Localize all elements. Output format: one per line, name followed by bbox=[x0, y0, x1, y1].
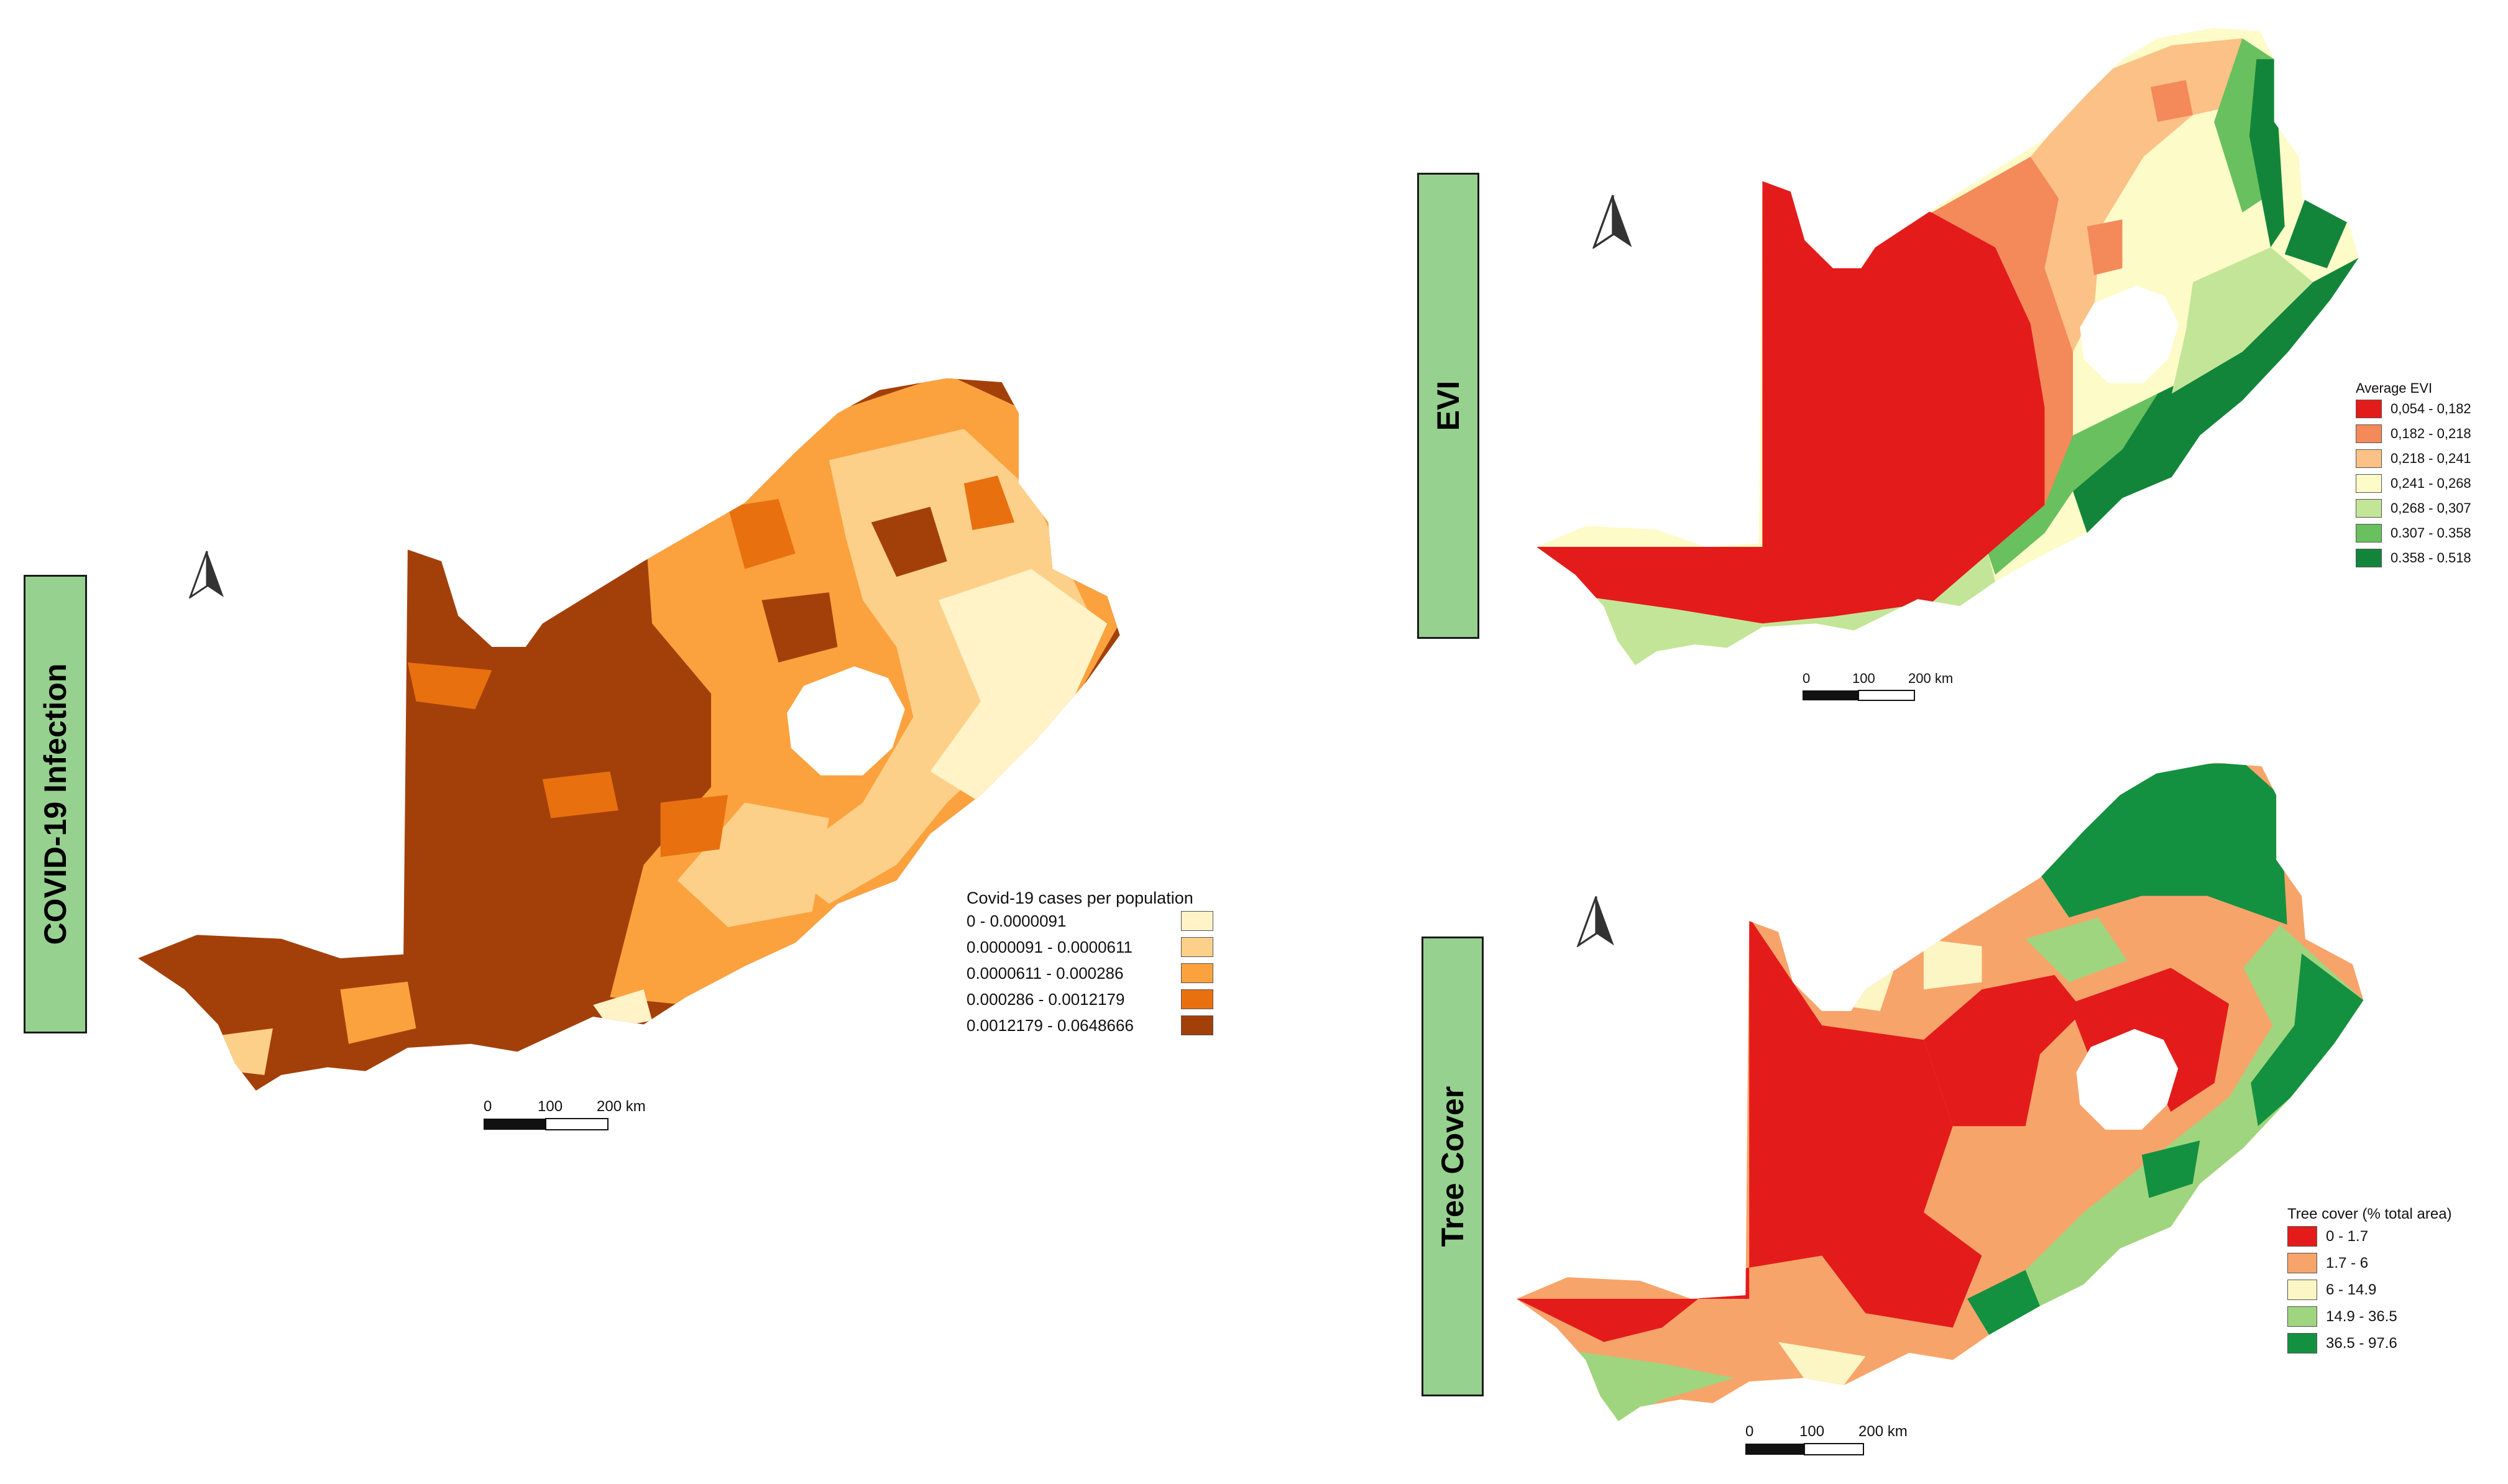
tree-map bbox=[1517, 763, 2364, 1421]
north-arrow-icon bbox=[1576, 896, 1614, 947]
tree-title: Tree Cover bbox=[1435, 1086, 1470, 1247]
tree-legend: Tree cover (% total area) 0 - 1.7 1.7 - 6… bbox=[2287, 1206, 2505, 1357]
north-arrow-icon bbox=[1592, 195, 1632, 249]
covid-scale-bar: 0 100 200 km bbox=[484, 1098, 646, 1130]
covid-panel: COVID-19 Infection Covid-19 case bbox=[0, 0, 1243, 1484]
covid-scale-t2: 200 km bbox=[597, 1098, 646, 1115]
evi-scale-t0: 0 bbox=[1803, 671, 1810, 686]
covid-legend-title: Covid-19 cases per population bbox=[967, 889, 1193, 907]
covid-legend-item: 0.0000091 - 0.0000611 bbox=[967, 934, 1240, 960]
covid-legend-swatch bbox=[1181, 937, 1213, 957]
tree-legend-swatch bbox=[2287, 1226, 2317, 1247]
evi-legend-label: 0,268 - 0,307 bbox=[2391, 500, 2471, 516]
evi-legend-swatch bbox=[2356, 549, 2382, 567]
evi-legend-item: 0.358 - 0.518 bbox=[2356, 546, 2505, 570]
evi-legend-swatch bbox=[2356, 400, 2382, 418]
evi-legend-swatch bbox=[2356, 449, 2382, 468]
evi-legend-swatch bbox=[2356, 424, 2382, 443]
evi-panel: EVI Average EVI 0,054 - 0,182 0,182 - 0,2… bbox=[1243, 0, 2508, 740]
evi-legend-item: 0,182 - 0,218 bbox=[2356, 421, 2505, 446]
tree-legend-item: 14.9 - 36.5 bbox=[2287, 1303, 2505, 1330]
evi-scale-t1: 100 bbox=[1852, 671, 1875, 686]
tree-legend-title: Tree cover (% total area) bbox=[2287, 1206, 2452, 1222]
tree-panel: Tree Cover Tree cover (% total area) 0 - bbox=[1243, 740, 2508, 1484]
tree-scale-t2: 200 km bbox=[1858, 1423, 1908, 1440]
tree-legend-item: 36.5 - 97.6 bbox=[2287, 1330, 2505, 1357]
evi-legend-label: 0.307 - 0.358 bbox=[2391, 525, 2471, 541]
north-arrow-icon bbox=[188, 551, 224, 598]
covid-legend-items: 0 - 0.0000091 0.0000091 - 0.0000611 0.0000… bbox=[967, 908, 1240, 1038]
covid-legend-swatch bbox=[1181, 963, 1213, 983]
covid-scale-t1: 100 bbox=[538, 1098, 563, 1115]
covid-legend-label: 0 - 0.0000091 bbox=[967, 911, 1067, 930]
tree-legend-item: 6 - 14.9 bbox=[2287, 1276, 2505, 1303]
tree-scale-t1: 100 bbox=[1799, 1423, 1824, 1440]
tree-legend-item: 0 - 1.7 bbox=[2287, 1223, 2505, 1250]
evi-legend-label: 0,054 - 0,182 bbox=[2391, 401, 2471, 416]
evi-scale-t2: 200 km bbox=[1908, 671, 1953, 686]
tree-legend-label: 14.9 - 36.5 bbox=[2326, 1308, 2397, 1325]
evi-map bbox=[1536, 27, 2359, 666]
evi-title: EVI bbox=[1431, 380, 1466, 431]
tree-legend-item: 1.7 - 6 bbox=[2287, 1250, 2505, 1276]
tree-scale-t0: 0 bbox=[1745, 1423, 1753, 1440]
evi-legend-item: 0,241 - 0,268 bbox=[2356, 471, 2505, 496]
evi-title-box: EVI bbox=[1417, 173, 1479, 639]
evi-legend-title: Average EVI bbox=[2356, 380, 2433, 396]
evi-legend-label: 0,218 - 0,241 bbox=[2391, 451, 2471, 466]
evi-scale-bar: 0 100 200 km bbox=[1803, 671, 1953, 701]
evi-legend-item: 0,054 - 0,182 bbox=[2356, 396, 2505, 421]
covid-legend-label: 0.000286 - 0.0012179 bbox=[967, 989, 1125, 1009]
covid-legend-label: 0.0000611 - 0.000286 bbox=[967, 963, 1124, 982]
tree-legend-label: 0 - 1.7 bbox=[2326, 1227, 2369, 1245]
tree-legend-label: 36.5 - 97.6 bbox=[2326, 1334, 2397, 1352]
evi-legend-swatch bbox=[2356, 524, 2382, 543]
evi-legend-item: 0,218 - 0,241 bbox=[2356, 446, 2505, 471]
covid-legend-swatch bbox=[1181, 989, 1213, 1009]
covid-map bbox=[138, 378, 1120, 1091]
covid-legend-item: 0.0000611 - 0.000286 bbox=[967, 960, 1240, 986]
covid-legend: Covid-19 cases per population 0 - 0.0000… bbox=[967, 889, 1240, 1038]
covid-legend-label: 0.0012179 - 0.0648666 bbox=[967, 1015, 1134, 1035]
evi-legend-label: 0.358 - 0.518 bbox=[2391, 550, 2471, 566]
tree-legend-swatch bbox=[2287, 1280, 2317, 1300]
covid-legend-item: 0.000286 - 0.0012179 bbox=[967, 986, 1240, 1012]
evi-legend-label: 0,182 - 0,218 bbox=[2391, 426, 2471, 441]
evi-legend-items: 0,054 - 0,182 0,182 - 0,218 0,218 - 0,241 0… bbox=[2356, 396, 2505, 570]
evi-legend-swatch bbox=[2356, 499, 2382, 518]
covid-legend-swatch bbox=[1181, 1015, 1213, 1035]
evi-legend-item: 0,268 - 0,307 bbox=[2356, 496, 2505, 521]
evi-legend: Average EVI 0,054 - 0,182 0,182 - 0,218 0,… bbox=[2356, 380, 2505, 570]
tree-legend-swatch bbox=[2287, 1253, 2317, 1273]
evi-legend-item: 0.307 - 0.358 bbox=[2356, 521, 2505, 546]
covid-legend-swatch bbox=[1181, 911, 1213, 931]
covid-legend-label: 0.0000091 - 0.0000611 bbox=[967, 937, 1132, 956]
tree-title-box: Tree Cover bbox=[1422, 937, 1484, 1396]
covid-legend-item: 0 - 0.0000091 bbox=[967, 908, 1240, 934]
covid-scale-t0: 0 bbox=[484, 1098, 492, 1115]
evi-legend-label: 0,241 - 0,268 bbox=[2391, 475, 2471, 491]
tree-legend-label: 6 - 14.9 bbox=[2326, 1281, 2377, 1298]
tree-legend-swatch bbox=[2287, 1333, 2317, 1353]
covid-title: COVID-19 Infection bbox=[38, 663, 73, 945]
covid-title-box: COVID-19 Infection bbox=[24, 575, 87, 1033]
tree-legend-label: 1.7 - 6 bbox=[2326, 1254, 2369, 1271]
tree-legend-items: 0 - 1.7 1.7 - 6 6 - 14.9 14.9 - 36.5 36.5 - … bbox=[2287, 1223, 2505, 1357]
covid-legend-item: 0.0012179 - 0.0648666 bbox=[967, 1012, 1240, 1038]
evi-legend-swatch bbox=[2356, 474, 2382, 493]
tree-scale-bar: 0 100 200 km bbox=[1745, 1423, 1908, 1455]
tree-legend-swatch bbox=[2287, 1306, 2317, 1327]
